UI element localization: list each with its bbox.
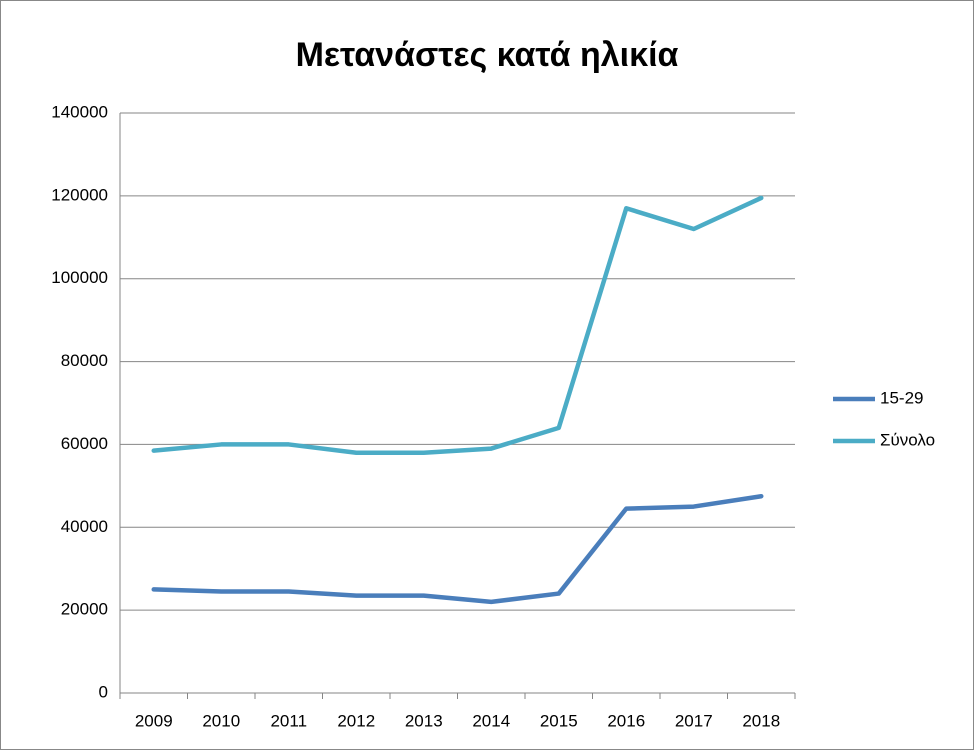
y-tick-label: 100000: [51, 268, 108, 287]
y-tick-label: 0: [99, 682, 108, 701]
x-tick-label: 2012: [337, 711, 375, 730]
x-tick-label: 2014: [472, 711, 510, 730]
line-series: [151, 493, 764, 605]
x-tick-label: 2009: [135, 711, 173, 730]
x-tick-label: 2013: [405, 711, 443, 730]
legend-label: 15-29: [880, 388, 923, 407]
y-tick-label: 60000: [61, 434, 108, 453]
x-tick-label: 2015: [540, 711, 578, 730]
y-tick-label: 140000: [51, 102, 108, 121]
x-tick-label: 2010: [202, 711, 240, 730]
chart-title: Μετανάστες κατά ηλικία: [296, 36, 679, 74]
x-tick-label: 2011: [270, 711, 307, 730]
x-tick-label: 2017: [675, 711, 713, 730]
line-series: [151, 195, 764, 455]
legend-label: Σύνολο: [880, 430, 935, 449]
x-tick-label: 2018: [742, 711, 780, 730]
x-tick-label: 2016: [607, 711, 645, 730]
y-tick-label: 40000: [61, 517, 108, 536]
y-tick-label: 80000: [61, 351, 108, 370]
y-tick-label: 120000: [51, 185, 108, 204]
y-tick-label: 20000: [61, 600, 108, 619]
